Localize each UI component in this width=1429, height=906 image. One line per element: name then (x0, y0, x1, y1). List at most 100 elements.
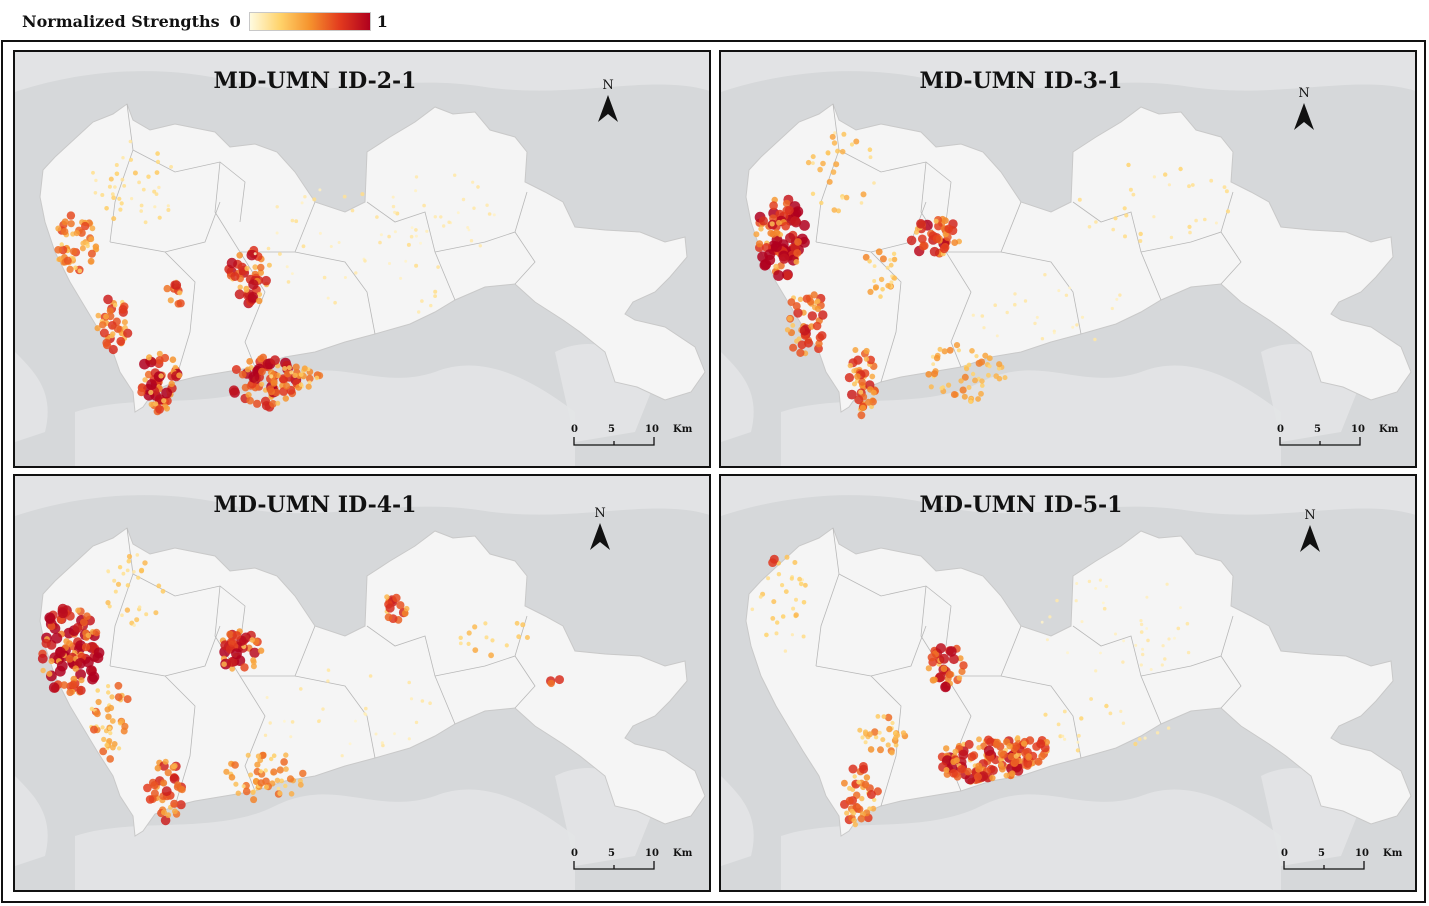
strength-point (889, 749, 895, 756)
city-boundary (39, 103, 706, 413)
strength-point (884, 713, 893, 722)
strength-point (975, 765, 983, 773)
strength-point (886, 725, 893, 733)
strength-point (810, 191, 816, 196)
district-border (239, 675, 266, 792)
strength-point (104, 206, 109, 211)
strength-point (1104, 703, 1109, 709)
scale-label-0: 0 (1281, 848, 1288, 859)
strength-point (244, 287, 250, 293)
strength-point (118, 207, 123, 212)
strength-point (67, 220, 75, 228)
strength-point (1194, 218, 1198, 223)
scale-label-0: 0 (571, 848, 578, 859)
strength-point (1093, 337, 1097, 342)
strength-point (93, 647, 105, 659)
strength-point (226, 257, 238, 269)
strength-point (885, 742, 891, 748)
strength-point (266, 385, 275, 393)
strength-point (862, 729, 869, 735)
strength-point (88, 236, 95, 243)
strength-point (999, 765, 1006, 773)
strength-point (231, 761, 239, 769)
strength-point (942, 217, 949, 225)
strength-point (163, 405, 170, 412)
strength-point (993, 373, 999, 379)
strength-point (980, 314, 985, 318)
outer-terrain (721, 52, 1415, 92)
strength-point (254, 761, 261, 768)
strength-point (1034, 757, 1043, 766)
strength-point (863, 740, 868, 745)
strength-point (154, 170, 160, 175)
strength-point (1139, 619, 1143, 623)
strength-point (143, 783, 152, 793)
strength-point (275, 231, 279, 235)
district-border (434, 615, 528, 677)
strength-point (414, 263, 419, 268)
strength-point (245, 391, 252, 399)
strength-point (1187, 184, 1191, 189)
strength-point (123, 695, 132, 704)
strength-point (755, 240, 764, 248)
strength-point (306, 374, 314, 383)
strength-point (1094, 669, 1098, 673)
strength-point (106, 307, 114, 315)
strength-point (270, 355, 280, 366)
strength-points (37, 553, 564, 826)
strength-point (1179, 606, 1182, 609)
strength-point (794, 238, 802, 246)
strength-point (235, 790, 241, 796)
strength-point (114, 693, 123, 701)
strength-point (429, 303, 433, 308)
strength-point (248, 371, 260, 383)
strength-point (139, 203, 144, 208)
strength-point (1099, 651, 1102, 655)
strength-point (89, 225, 96, 232)
strength-point (115, 581, 122, 587)
district-border (109, 527, 134, 667)
strength-point (155, 356, 164, 365)
strength-point (399, 276, 403, 280)
strength-point (165, 812, 172, 818)
strength-point (1186, 650, 1191, 655)
strength-point (820, 160, 826, 167)
strength-point (456, 211, 460, 215)
strength-point (1098, 578, 1102, 582)
strength-point (109, 718, 116, 724)
scale-label-5: 5 (1314, 424, 1321, 435)
strength-point (282, 395, 289, 402)
scale-label-10: 10 (645, 424, 659, 435)
strength-point (1145, 627, 1149, 630)
strength-point (410, 226, 414, 230)
strength-point (148, 401, 155, 408)
district-border (434, 191, 528, 253)
strength-point (428, 701, 432, 705)
strength-point (132, 623, 136, 627)
map-svg (721, 476, 1415, 890)
strength-point (1007, 752, 1016, 761)
strength-point (804, 338, 813, 348)
strength-point (851, 817, 857, 824)
strength-point (964, 366, 970, 372)
strength-point (269, 374, 274, 379)
strength-point (993, 303, 997, 307)
strength-point (139, 567, 145, 573)
strength-point (252, 264, 258, 270)
strength-point (956, 348, 961, 353)
north-arrow-icon (598, 95, 618, 122)
strength-point (860, 191, 867, 198)
strength-point (73, 230, 80, 237)
strength-point (1169, 235, 1174, 240)
strength-point (439, 215, 443, 219)
strength-point (145, 795, 155, 804)
strength-point (917, 234, 927, 244)
strength-point (810, 291, 818, 299)
strength-point (1013, 292, 1017, 296)
strength-point (364, 706, 368, 711)
strength-point (979, 378, 985, 384)
strength-point (472, 206, 476, 210)
strength-point (266, 246, 271, 251)
strength-point (134, 617, 140, 623)
strength-point (172, 808, 178, 815)
